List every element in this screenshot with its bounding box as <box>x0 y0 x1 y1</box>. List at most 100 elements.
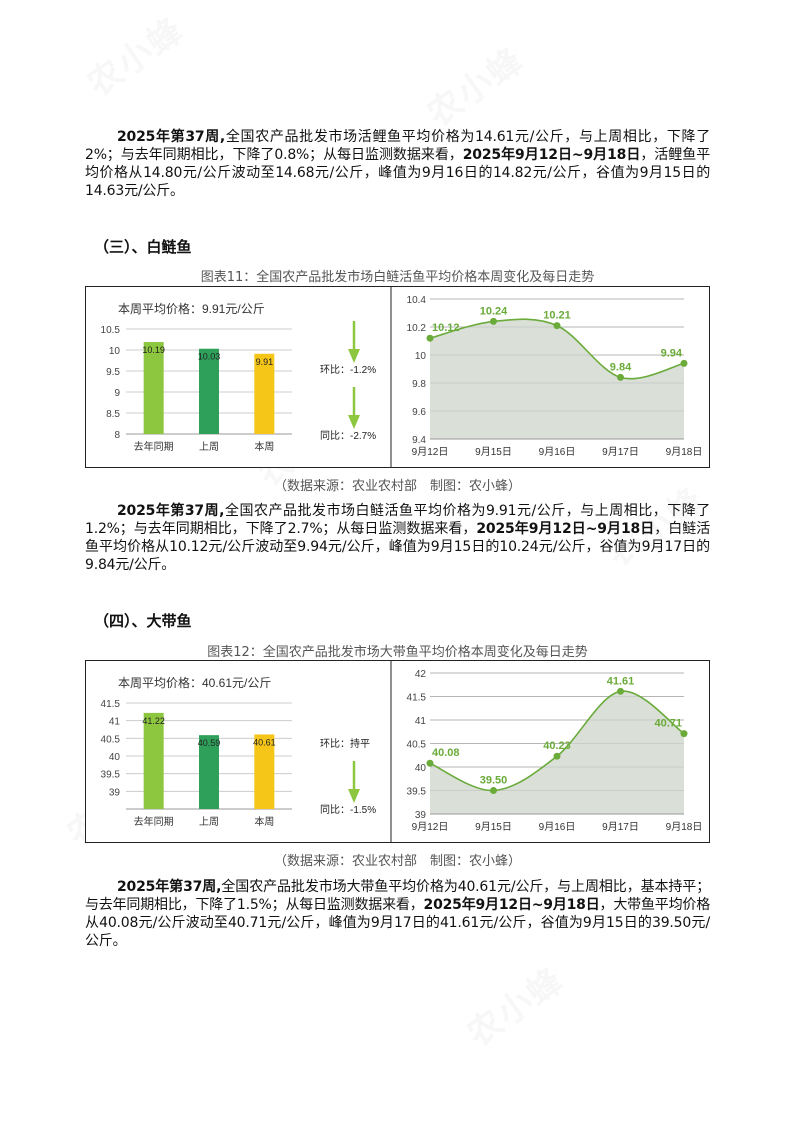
y-tick-label: 39 <box>109 787 121 798</box>
chart-caption: 图表12：全国农产品批发市场大带鱼平均价格本周变化及每日走势 <box>207 645 588 660</box>
y-tick-label: 40 <box>109 752 121 763</box>
x-tick-label: 去年同期 <box>134 440 174 453</box>
area-fill <box>430 691 684 814</box>
bar <box>143 342 164 434</box>
x-tick-label: 9月12日 <box>412 446 449 458</box>
date-range: 2025年9月12日~9月18日 <box>476 521 655 537</box>
data-value-label: 39.50 <box>480 775 508 787</box>
y-tick-label: 10.2 <box>407 323 427 334</box>
x-tick-label: 9月18日 <box>666 821 703 833</box>
para-text: ，活鲤鱼平均价格从14.80元/公斤波动至14.68元/公斤，峰值为9月16日的… <box>85 147 710 199</box>
y-tick-label: 8.5 <box>106 409 120 420</box>
x-tick-label: 上周 <box>199 816 219 828</box>
y-tick-label: 39.5 <box>407 787 427 798</box>
chart-source: （数据来源：农业农村部 制图：农小蜂） <box>273 479 521 494</box>
y-tick-label: 41.5 <box>407 693 427 704</box>
y-tick-label: 41 <box>109 717 121 728</box>
down-arrow-icon <box>348 789 360 803</box>
data-point <box>490 787 497 794</box>
y-tick-label: 40 <box>415 763 427 774</box>
x-tick-label: 9月18日 <box>666 446 703 458</box>
y-tick-label: 8 <box>114 430 120 441</box>
para-text: 全国农产品批发市场大带鱼平均价格为40.61元/公斤，与上周相比，基本持平；与去… <box>85 879 711 913</box>
x-tick-label: 本周 <box>254 440 274 453</box>
data-value-label: 10.21 <box>543 310 571 322</box>
section-heading: （四）、大带鱼 <box>94 612 192 630</box>
para-text: ，白鲢活鱼平均价格从10.12元/公斤波动至9.94元/公斤，峰值为9月15日的… <box>85 521 711 573</box>
chart-source: （数据来源：农业农村部 制图：农小蜂） <box>273 854 521 869</box>
chart-panel: 本周平均价格：9.91元/公斤 8 8.5 9 9.5 10 10.5 10.19 去年同期 10… <box>85 286 710 468</box>
x-tick-label: 9月12日 <box>412 821 449 833</box>
data-point <box>617 373 624 381</box>
down-arrow-icon <box>348 349 360 363</box>
chart-svg: 本周平均价格：40.61元/公斤 39 39.5 40 40.5 41 41.5 41.22 去… <box>101 661 703 842</box>
change-annotation: 环比：持平 <box>320 737 370 750</box>
x-tick-label: 9月16日 <box>539 821 576 833</box>
data-point <box>490 317 497 325</box>
x-tick-label: 9月17日 <box>602 446 639 458</box>
date-range: 2025年9月12日~9月18日 <box>462 147 641 163</box>
bar-value-label: 9.91 <box>256 357 274 367</box>
area-fill <box>430 319 684 439</box>
data-value-label: 40.23 <box>543 740 571 752</box>
x-tick-label: 去年同期 <box>134 815 174 828</box>
watermark: 农小蜂 <box>80 10 192 105</box>
data-value-label: 9.94 <box>661 347 683 359</box>
y-tick-label: 39 <box>415 810 427 821</box>
week-lead: 2025年第37周, <box>117 503 225 519</box>
bar-value-label: 40.61 <box>253 737 276 747</box>
y-tick-label: 42 <box>415 669 427 680</box>
chart-panel: 本周平均价格：40.61元/公斤 39 39.5 40 40.5 41 41.5 41.22 去… <box>85 660 710 843</box>
bar <box>254 734 275 809</box>
y-tick-label: 41.5 <box>101 699 121 710</box>
data-value-label: 40.71 <box>654 718 682 730</box>
bar-value-label: 40.59 <box>198 738 221 748</box>
data-point <box>617 687 624 695</box>
x-tick-label: 9月16日 <box>539 446 576 458</box>
y-tick-label: 10.5 <box>101 325 121 336</box>
chart-svg: 本周平均价格：9.91元/公斤 8 8.5 9 9.5 10 10.5 10.19 去年同期 10… <box>101 287 703 467</box>
bar-chart-title: 本周平均价格：9.91元/公斤 <box>118 301 265 316</box>
watermark: 农小蜂 <box>460 960 572 1055</box>
x-tick-label: 9月15日 <box>475 446 512 458</box>
change-annotation: 同比：-2.7% <box>320 430 376 442</box>
change-annotation: 环比：-1.2% <box>320 364 376 376</box>
date-range: 2025年9月12日~9月18日 <box>423 897 600 913</box>
x-tick-label: 9月17日 <box>602 821 639 833</box>
y-tick-label: 40.5 <box>101 734 121 745</box>
x-tick-label: 9月15日 <box>475 821 512 833</box>
watermark: 农小蜂 <box>420 40 532 135</box>
y-tick-label: 40.5 <box>407 740 427 751</box>
y-tick-label: 10 <box>109 346 121 357</box>
data-value-label: 9.84 <box>610 361 632 373</box>
data-point <box>553 322 561 330</box>
bar-chart-title: 本周平均价格：40.61元/公斤 <box>118 675 271 690</box>
intro-paragraph: 2025年第37周,全国农产品批发市场活鲤鱼平均价格为14.61元/公斤，与上周… <box>85 128 710 200</box>
y-tick-label: 9.5 <box>106 367 120 378</box>
y-tick-label: 10.4 <box>407 295 427 306</box>
para-text: 全国农产品批发市场活鲤鱼平均价格为14.61元/公斤，与上周相比，下降了2%；与… <box>85 129 710 163</box>
para-text: 全国农产品批发市场白鲢活鱼平均价格为9.91元/公斤，与上周相比，下降了1.2%… <box>85 503 711 537</box>
week-lead: 2025年第37周, <box>117 879 222 895</box>
data-point <box>426 759 434 767</box>
section-paragraph: 2025年第37周,全国农产品批发市场白鲢活鱼平均价格为9.91元/公斤，与上周… <box>85 502 710 574</box>
bar-value-label: 41.22 <box>142 716 165 726</box>
bar <box>143 712 164 809</box>
data-value-label: 10.24 <box>480 305 508 317</box>
bar <box>199 348 219 434</box>
bar <box>254 353 275 434</box>
chart-caption: 图表11：全国农产品批发市场白鲢活鱼平均价格本周变化及每日走势 <box>200 270 595 285</box>
data-value-label: 10.12 <box>432 322 460 334</box>
x-tick-label: 本周 <box>254 815 274 828</box>
bar <box>199 735 219 809</box>
data-point <box>680 730 688 738</box>
y-tick-label: 10 <box>415 351 427 362</box>
data-value-label: 41.61 <box>607 675 635 687</box>
y-tick-label: 9.4 <box>412 435 426 446</box>
x-tick-label: 上周 <box>199 441 219 453</box>
section-heading: （三）、白鲢鱼 <box>94 238 192 256</box>
data-point <box>553 752 561 760</box>
section-paragraph: 2025年第37周,全国农产品批发市场大带鱼平均价格为40.61元/公斤，与上周… <box>85 878 710 950</box>
bar-value-label: 10.19 <box>142 345 165 355</box>
data-value-label: 40.08 <box>432 747 460 759</box>
